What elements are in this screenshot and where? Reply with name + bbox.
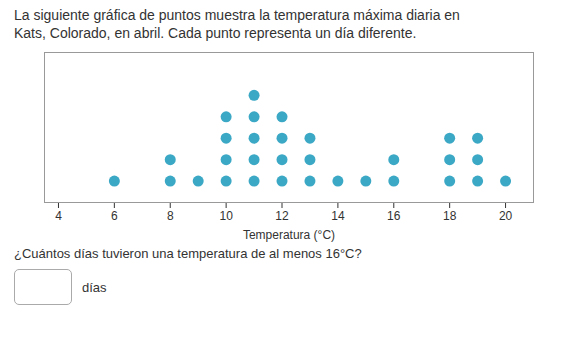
html-text:La siguiente gráfica de puntos: La siguiente gráfica de puntos muestra l… [14, 7, 460, 23]
svg-text:20: 20 [499, 209, 513, 223]
svg-text:10: 10 [219, 209, 233, 223]
html-text:días: días [82, 279, 107, 295]
html-text:Kats, Colorado, en abril. Cada: Kats, Colorado, en abril. Cada punto rep… [14, 25, 417, 41]
svg-text:Temperatura (°C): Temperatura (°C) [243, 228, 335, 242]
svg-text:16: 16 [387, 209, 401, 223]
svg-text:12: 12 [275, 209, 289, 223]
svg-text:4: 4 [55, 209, 62, 223]
svg-text:18: 18 [443, 209, 457, 223]
svg-text:14: 14 [331, 209, 345, 223]
svg-text:6: 6 [111, 209, 118, 223]
html-text:¿Cuántos días tuvieron una tem: ¿Cuántos días tuvieron una temperatura d… [14, 246, 362, 261]
svg-text:8: 8 [167, 209, 174, 223]
